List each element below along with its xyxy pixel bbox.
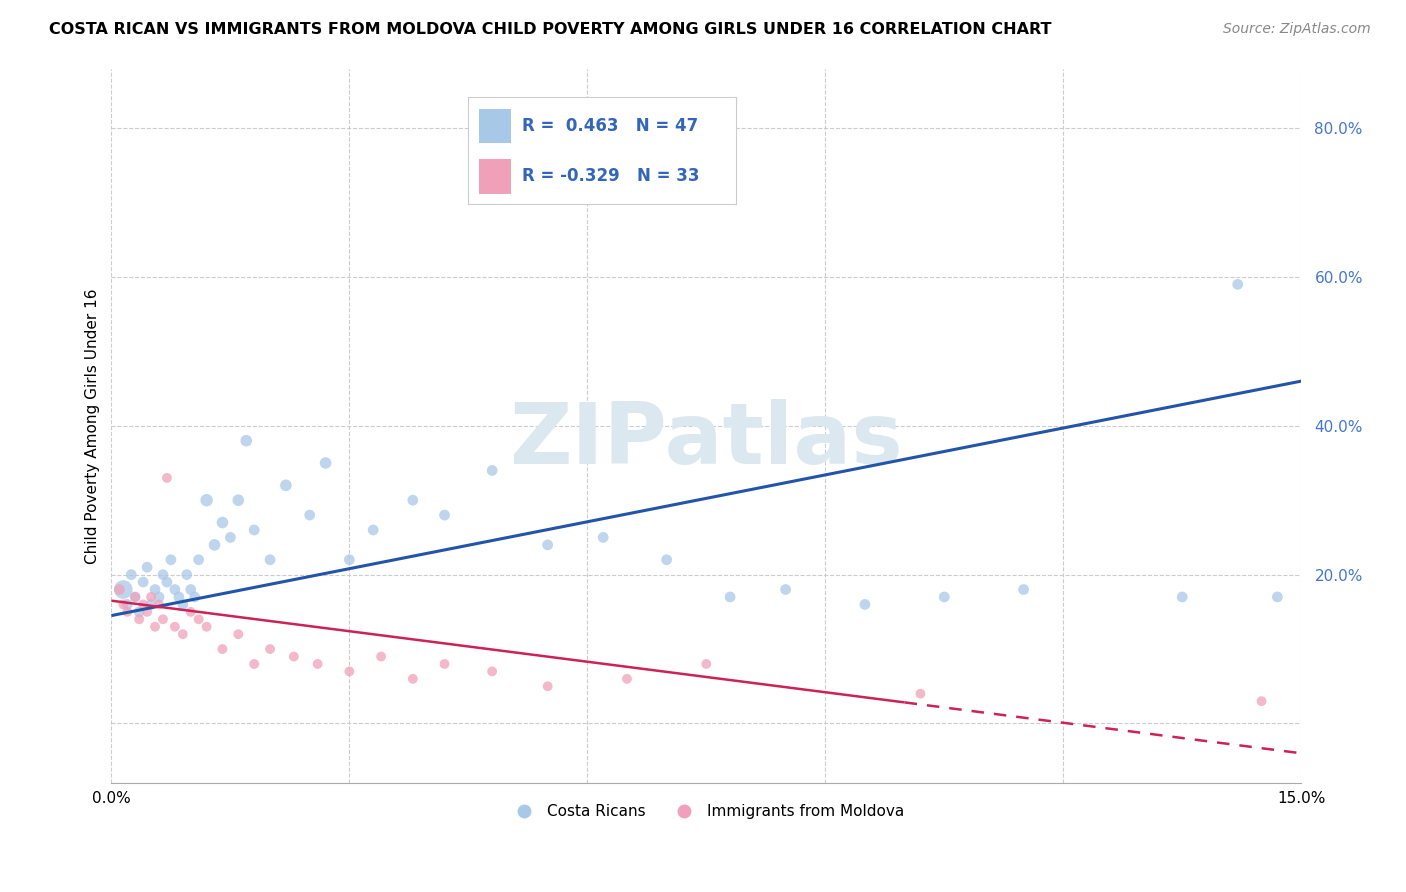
Text: ZIPatlas: ZIPatlas [509,399,903,482]
Point [143,582,166,597]
Point [228,493,250,508]
Point [180,582,202,597]
Point [211,642,233,657]
Point [156,471,179,485]
Point [274,478,297,492]
Point [655,553,678,567]
Point [235,434,257,448]
Point [1012,582,1035,597]
Point [117,598,139,612]
Point [283,649,305,664]
Point [117,605,139,619]
Point [219,530,242,544]
Point [136,605,159,619]
Point [172,627,194,641]
Point [139,598,162,612]
Point [361,523,384,537]
Point [128,605,150,619]
Point [718,590,741,604]
Point [108,582,131,597]
Point [537,538,560,552]
Point [1226,277,1249,292]
Point [148,598,170,612]
Point [112,598,135,612]
Point [120,567,142,582]
Point [128,612,150,626]
Point [143,620,166,634]
Point [481,665,503,679]
Point [176,567,198,582]
Point [187,553,209,567]
Point [853,598,876,612]
Point [402,493,425,508]
Point [112,582,135,597]
Point [934,590,956,604]
Point [695,657,717,671]
Point [195,493,218,508]
Point [307,657,329,671]
Point [124,590,146,604]
Point [152,612,174,626]
Point [163,620,186,634]
Point [243,523,266,537]
Point [187,612,209,626]
Point [195,620,218,634]
Point [152,567,174,582]
Point [433,657,456,671]
Point [204,538,226,552]
Point [172,598,194,612]
Point [167,590,190,604]
Point [136,560,159,574]
Point [537,679,560,693]
Point [124,590,146,604]
Point [592,530,614,544]
Point [132,575,155,590]
Text: COSTA RICAN VS IMMIGRANTS FROM MOLDOVA CHILD POVERTY AMONG GIRLS UNDER 16 CORREL: COSTA RICAN VS IMMIGRANTS FROM MOLDOVA C… [49,22,1052,37]
Point [910,687,932,701]
Text: Source: ZipAtlas.com: Source: ZipAtlas.com [1223,22,1371,37]
Point [156,575,179,590]
Point [298,508,321,522]
Point [481,463,503,477]
Point [163,582,186,597]
Point [259,642,281,657]
Point [315,456,337,470]
Y-axis label: Child Poverty Among Girls Under 16: Child Poverty Among Girls Under 16 [86,288,100,564]
Point [1267,590,1289,604]
Point [160,553,183,567]
Point [337,553,360,567]
Point [228,627,250,641]
Point [259,553,281,567]
Legend: Costa Ricans, Immigrants from Moldova: Costa Ricans, Immigrants from Moldova [502,798,910,825]
Point [211,516,233,530]
Point [148,590,170,604]
Point [132,598,155,612]
Point [433,508,456,522]
Point [1250,694,1272,708]
Point [337,665,360,679]
Point [775,582,797,597]
Point [370,649,392,664]
Point [243,657,266,671]
Point [139,590,162,604]
Point [180,605,202,619]
Point [183,590,205,604]
Point [402,672,425,686]
Point [1171,590,1194,604]
Point [616,672,638,686]
